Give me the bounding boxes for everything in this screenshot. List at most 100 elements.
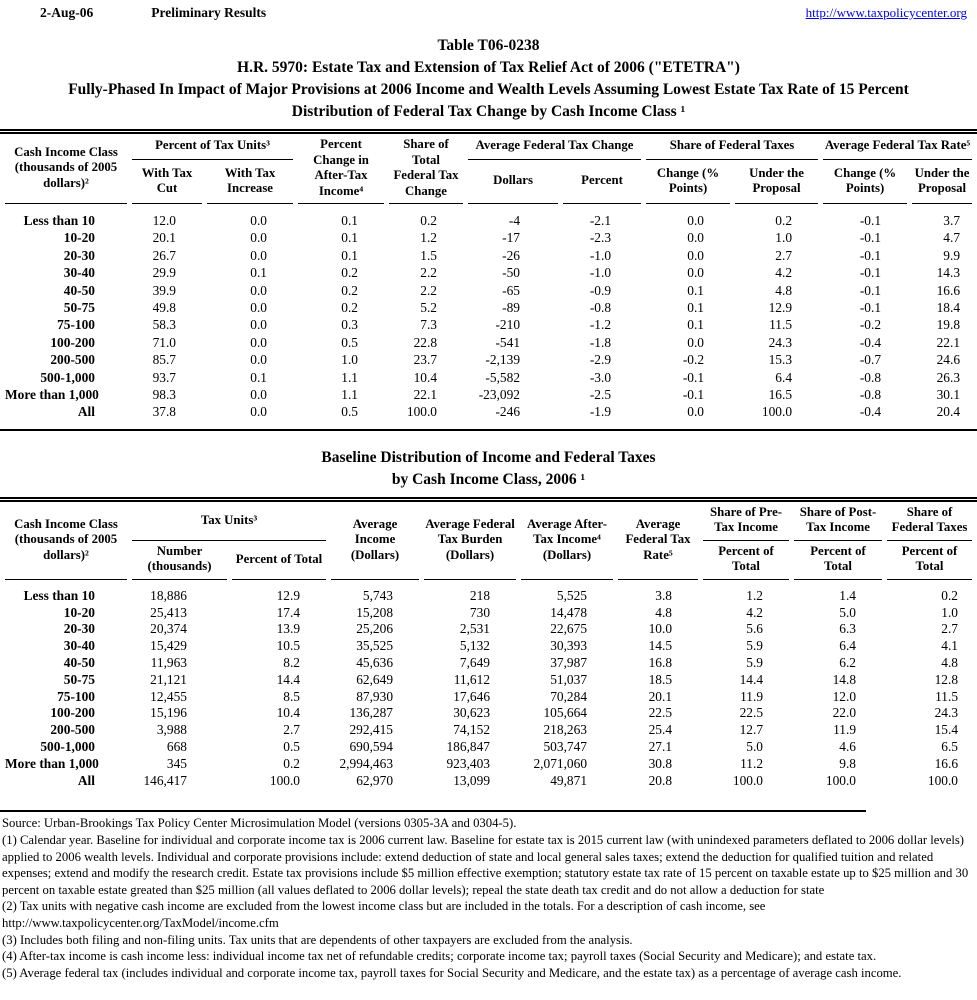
cell-value: 2,071,060 <box>533 755 588 771</box>
cell-value: -210 <box>495 317 521 333</box>
col-header-change-points-rate: Change (% Points) <box>823 160 908 204</box>
col-header-average-income: Average Income (Dollars) <box>331 502 420 580</box>
cell-value: 85.7 <box>152 352 176 368</box>
table-row: 500-1,000 93.7 0.1 1.1 10.4 -5,582 -3.0 -0.1 6.4… <box>5 369 972 386</box>
cell-value: 0.1 <box>687 282 705 298</box>
col-header-with-tax-increase: With Tax Increase <box>207 160 294 204</box>
cell-value: 0.0 <box>250 213 268 228</box>
cell-value: -0.1 <box>859 300 882 316</box>
cell-value: 4.8 <box>655 604 673 620</box>
cell-value: -0.8 <box>859 387 882 403</box>
cell-value: 0.3 <box>341 317 359 333</box>
table-row: 10-20 20.1 0.0 0.1 1.2 -17 -2.3 0.0 1.0 -0.1 4.7 <box>5 229 972 246</box>
cell-value: 0.2 <box>341 265 359 281</box>
cell-value: 1.1 <box>341 369 359 385</box>
cell-value: 12.0 <box>832 688 857 704</box>
cell-value: 4.2 <box>775 265 793 281</box>
cell-value: 98.3 <box>152 387 176 403</box>
cell-value: 37.8 <box>152 404 176 420</box>
cell-value: -1.2 <box>589 317 612 333</box>
cell-value: 20.1 <box>152 230 176 246</box>
cell-value: 15,208 <box>356 604 394 620</box>
cell-value: 6.4 <box>839 638 857 654</box>
col-header-pct-change-after-tax-income: Percent Change in After-Tax Income⁴ <box>298 134 385 204</box>
cell-value: -0.1 <box>859 230 882 246</box>
cell-value: 22.5 <box>648 705 673 721</box>
cell-value: 20.4 <box>936 404 961 420</box>
col-header-cash-income-class-2: Cash Income Class (thousands of 2005 dol… <box>5 502 127 580</box>
table-row: More than 1,000 98.3 0.0 1.1 22.1 -23,092 -2.5… <box>5 386 972 403</box>
cell-value: 0.0 <box>250 282 268 298</box>
cell-value: 11.5 <box>769 317 793 333</box>
cell-value: 27.1 <box>648 739 673 755</box>
cell-value: -2.9 <box>589 352 612 368</box>
cell-value: 20.8 <box>648 772 673 788</box>
cell-value: 0.0 <box>250 387 268 403</box>
cell-value: 17,646 <box>453 688 491 704</box>
col-header-change-points-share: Change (% Points) <box>646 160 731 204</box>
cell-value: 25.4 <box>648 722 673 738</box>
cell-value: 1.0 <box>775 230 793 246</box>
cell-value: 100.0 <box>406 404 438 420</box>
cell-value: -3.0 <box>589 369 612 385</box>
cell-value: 12.8 <box>934 671 959 687</box>
cell-value: 22.5 <box>739 705 764 721</box>
table-row: 100-200 71.0 0.0 0.5 22.8 -541 -1.8 0.0 24.3 -0.4… <box>5 334 972 351</box>
row-label: Less than 10 <box>23 213 95 228</box>
cell-value: -0.1 <box>682 369 705 385</box>
cell-value: 14.5 <box>648 638 673 654</box>
cell-value: 6.4 <box>775 369 793 385</box>
cell-value: 22.1 <box>413 387 438 403</box>
row-label: 75-100 <box>57 317 95 333</box>
baseline-distribution-table: Cash Income Class (thousands of 2005 dol… <box>0 496 977 798</box>
footnotes: Source: Urban-Brookings Tax Policy Cente… <box>0 812 977 981</box>
cell-value: -0.1 <box>682 387 705 403</box>
col-group-percent-of-tax-units: Percent of Tax Units³ <box>132 134 294 161</box>
row-label: 100-200 <box>50 705 95 721</box>
cell-value: -1.9 <box>589 404 612 420</box>
cell-value: 3,988 <box>156 722 187 738</box>
baseline-title-line2: by Cash Income Class, 2006 ¹ <box>391 470 586 488</box>
page-header: 2-Aug-06 Preliminary Results http://www.… <box>0 0 977 21</box>
footnote-2: (2) Tax units with negative cash income … <box>2 899 766 930</box>
cell-value: 11.5 <box>935 688 959 704</box>
cell-value: -246 <box>495 404 521 420</box>
cell-value: 0.2 <box>341 282 359 298</box>
cell-value: -0.1 <box>859 265 882 281</box>
cell-value: -50 <box>502 265 521 281</box>
cell-value: 19.8 <box>936 317 961 333</box>
row-label: 30-40 <box>63 638 95 654</box>
row-label: More than 1,000 <box>5 387 99 403</box>
cell-value: 100.0 <box>825 772 857 788</box>
cell-value: -1.0 <box>589 247 612 263</box>
cell-value: 9.8 <box>839 755 857 771</box>
cell-value: 29.9 <box>152 265 176 281</box>
cell-value: 0.2 <box>341 300 359 316</box>
taxpolicycenter-link[interactable]: http://www.taxpolicycenter.org <box>805 5 967 20</box>
cell-value: 9.9 <box>943 247 961 263</box>
cell-value: -0.8 <box>589 300 612 316</box>
cell-value: 0.1 <box>341 247 359 263</box>
cell-value: 70,284 <box>550 688 588 704</box>
cell-value: 71.0 <box>152 334 176 350</box>
cell-value: -0.4 <box>859 404 882 420</box>
row-label: 500-1,000 <box>40 369 95 385</box>
cell-value: 20.1 <box>648 688 673 704</box>
cell-value: -2,139 <box>485 352 521 368</box>
cell-value: 0.1 <box>687 300 705 316</box>
title-block: Table T06-0238 H.R. 5970: Estate Tax and… <box>0 35 977 123</box>
cell-value: 0.0 <box>250 334 268 350</box>
source-note: Source: Urban-Brookings Tax Policy Cente… <box>2 816 517 831</box>
cell-value: 15,196 <box>150 705 187 721</box>
cell-value: -0.2 <box>859 317 882 333</box>
row-label: 40-50 <box>63 282 95 298</box>
cell-value: 2.7 <box>283 722 301 738</box>
cell-value: 345 <box>166 755 187 771</box>
cell-value: 23.7 <box>413 352 438 368</box>
cell-value: 18.5 <box>648 671 673 687</box>
col-header-percent-of-total-post: Percent of Total <box>794 541 883 580</box>
table-row: 30-40 29.9 0.1 0.2 2.2 -50 -1.0 0.0 4.2 -0.1 14.3 <box>5 264 972 281</box>
cell-value: 0.0 <box>250 300 268 316</box>
table-row: 200-500 85.7 0.0 1.0 23.7 -2,139 -2.9 -0.2 15.3 -… <box>5 351 972 368</box>
cell-value: 11,963 <box>150 655 187 671</box>
